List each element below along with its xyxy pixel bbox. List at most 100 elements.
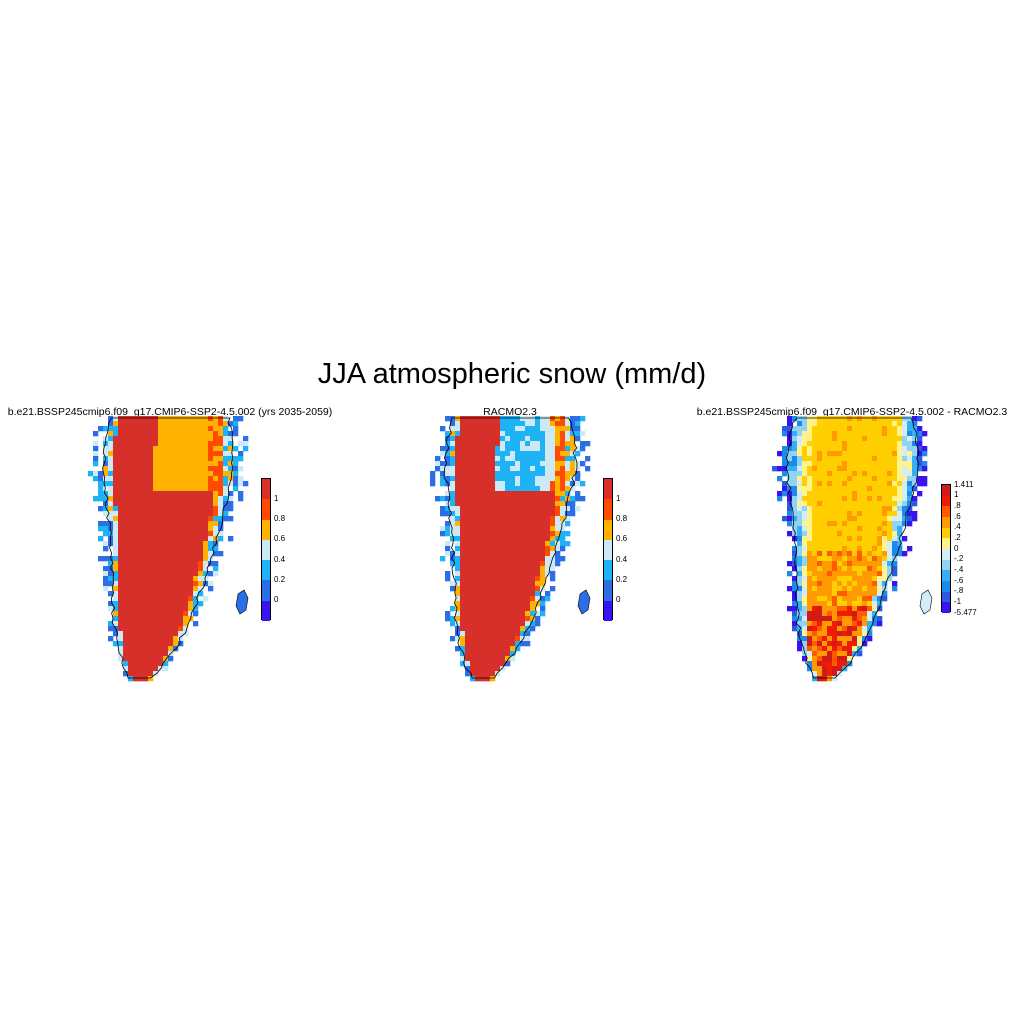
map-grid-cell bbox=[797, 471, 803, 477]
map-grid-cell bbox=[133, 601, 139, 607]
map-grid-cell bbox=[792, 486, 798, 492]
map-grid-cell bbox=[817, 546, 823, 552]
map-grid-cell bbox=[460, 636, 466, 642]
map-grid-cell bbox=[560, 556, 566, 562]
map-grid-cell bbox=[188, 596, 194, 602]
map-grid-cell bbox=[138, 651, 144, 657]
map-grid-cell bbox=[917, 476, 923, 482]
map-grid-cell bbox=[515, 521, 521, 527]
map-grid-cell bbox=[113, 471, 119, 477]
map-grid-cell bbox=[475, 461, 481, 467]
map-grid-cell bbox=[867, 481, 873, 487]
map-grid-cell bbox=[158, 566, 164, 572]
colorbar-tick-label: 0 bbox=[954, 543, 959, 553]
map-grid-cell bbox=[520, 546, 526, 552]
map-grid-cell bbox=[440, 471, 446, 477]
map-grid-cell bbox=[797, 586, 803, 592]
map-grid-cell bbox=[877, 486, 883, 492]
map-grid-cell bbox=[470, 501, 476, 507]
map-grid-cell bbox=[570, 511, 576, 517]
map-grid-cell bbox=[505, 526, 511, 532]
map-grid-cell bbox=[475, 526, 481, 532]
map-grid-cell bbox=[847, 551, 853, 557]
map-grid-cell bbox=[455, 416, 461, 422]
map-grid-cell bbox=[520, 516, 526, 522]
map-grid-cell bbox=[872, 596, 878, 602]
map-grid-cell bbox=[510, 466, 516, 472]
map-grid-cell bbox=[902, 471, 908, 477]
map-grid-cell bbox=[445, 546, 451, 552]
map-grid-cell bbox=[520, 431, 526, 437]
map-grid-cell bbox=[430, 476, 436, 482]
map-grid-cell bbox=[807, 566, 813, 572]
map-grid-cell bbox=[827, 486, 833, 492]
map-grid-cell bbox=[460, 561, 466, 567]
map-grid-cell bbox=[480, 491, 486, 497]
map-grid-cell bbox=[540, 581, 546, 587]
map-grid-cell bbox=[188, 541, 194, 547]
map-grid-cell bbox=[475, 546, 481, 552]
map-grid-cell bbox=[168, 481, 174, 487]
map-grid-cell bbox=[510, 556, 516, 562]
map-grid-cell bbox=[158, 451, 164, 457]
map-grid-cell bbox=[530, 421, 536, 427]
map-grid-cell bbox=[118, 421, 124, 427]
map-grid-cell bbox=[812, 611, 818, 617]
coastline bbox=[785, 417, 920, 679]
map-grid-cell bbox=[832, 471, 838, 477]
map-grid-cell bbox=[133, 616, 139, 622]
map-grid-cell bbox=[173, 546, 179, 552]
map-grid-cell bbox=[163, 566, 169, 572]
map-grid-cell bbox=[208, 456, 214, 462]
map-grid-cell bbox=[153, 616, 159, 622]
map-grid-cell bbox=[138, 556, 144, 562]
map-grid-cell bbox=[822, 571, 828, 577]
map-grid-cell bbox=[887, 466, 893, 472]
map-grid-cell bbox=[812, 416, 818, 422]
map-grid-cell bbox=[832, 551, 838, 557]
map-grid-cell bbox=[480, 616, 486, 622]
map-grid-cell bbox=[133, 581, 139, 587]
map-grid-cell bbox=[540, 571, 546, 577]
map-grid-cell bbox=[153, 571, 159, 577]
map-grid-cell bbox=[832, 446, 838, 452]
map-grid-cell bbox=[198, 551, 204, 557]
map-grid-cell bbox=[193, 451, 199, 457]
map-grid-cell bbox=[123, 451, 129, 457]
map-grid-cell bbox=[460, 616, 466, 622]
map-grid-cell bbox=[213, 486, 219, 492]
map-grid-cell bbox=[812, 556, 818, 562]
map-grid-cell bbox=[138, 646, 144, 652]
map-grid-cell bbox=[897, 461, 903, 467]
map-grid-cell bbox=[445, 611, 451, 617]
map-grid-cell bbox=[158, 586, 164, 592]
map-grid-cell bbox=[525, 421, 531, 427]
map-grid-cell bbox=[812, 581, 818, 587]
map-grid-cell bbox=[455, 606, 461, 612]
map-grid-cell bbox=[188, 501, 194, 507]
map-grid-cell bbox=[470, 551, 476, 557]
map-grid-cell bbox=[520, 506, 526, 512]
map-grid-cell bbox=[882, 461, 888, 467]
map-grid-cell bbox=[133, 666, 139, 672]
map-grid-cell bbox=[822, 626, 828, 632]
map-grid-cell bbox=[148, 456, 154, 462]
map-grid-cell bbox=[455, 506, 461, 512]
map-grid-cell bbox=[510, 541, 516, 547]
map-grid-cell bbox=[495, 521, 501, 527]
map-grid-cell bbox=[485, 506, 491, 512]
map-grid-cell bbox=[163, 476, 169, 482]
map-grid-cell bbox=[203, 556, 209, 562]
map-grid-cell bbox=[852, 611, 858, 617]
map-grid-cell bbox=[887, 566, 893, 572]
map-grid-cell bbox=[128, 506, 134, 512]
map-grid-cell bbox=[168, 511, 174, 517]
map-grid-cell bbox=[490, 441, 496, 447]
map-grid-cell bbox=[460, 516, 466, 522]
map-grid-cell bbox=[912, 451, 918, 457]
map-grid-cell bbox=[822, 421, 828, 427]
map-grid-cell bbox=[797, 446, 803, 452]
map-grid-cell bbox=[98, 526, 104, 532]
map-grid-cell bbox=[450, 551, 456, 557]
map-grid-cell bbox=[892, 546, 898, 552]
